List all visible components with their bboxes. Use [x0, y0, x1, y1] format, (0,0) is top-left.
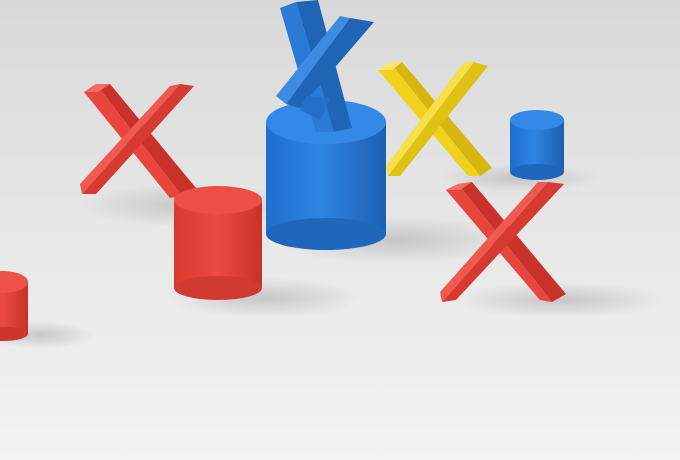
red-cylinder-large: [174, 186, 262, 300]
red-x-shape-left: [80, 84, 196, 198]
yellow-x-shape: [378, 62, 492, 176]
red-x-shape-right: [440, 182, 566, 302]
red-cylinder-small: [0, 271, 28, 341]
blue-x-shape: [276, 0, 374, 132]
shadow-red-x-right: [455, 282, 665, 318]
blue-cylinder-small: [510, 110, 564, 180]
